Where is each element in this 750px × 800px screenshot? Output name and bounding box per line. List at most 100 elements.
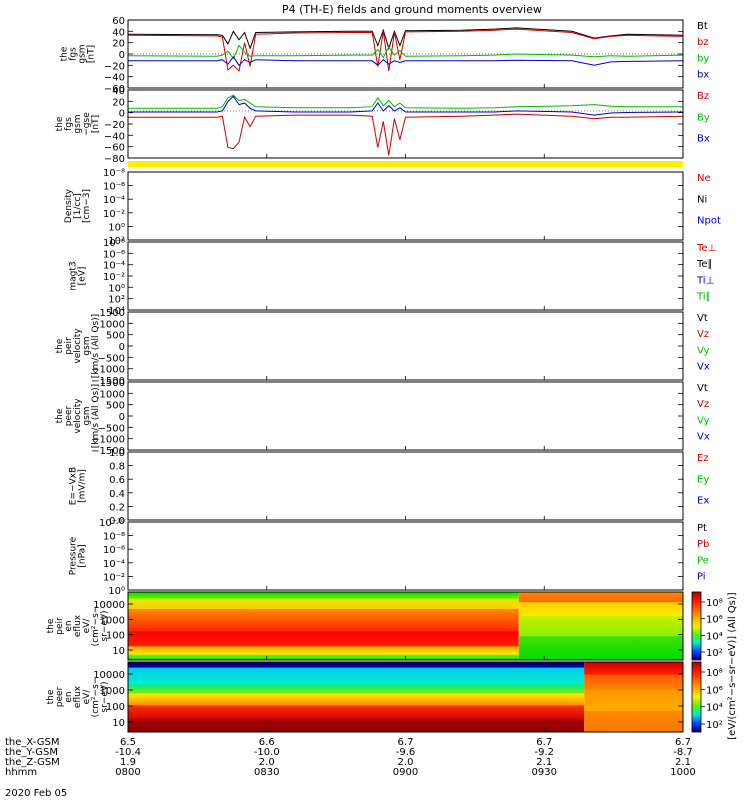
heatmap-band xyxy=(128,631,519,647)
y-tick-label: 100 xyxy=(106,631,125,642)
y-tick-label: 0 xyxy=(119,50,125,61)
y-tick-label: 0 xyxy=(119,109,125,120)
orbit-value: 1000 xyxy=(670,767,695,778)
y-axis-label: peer xyxy=(64,405,74,426)
y-axis-label: (cm²−s− xyxy=(91,606,101,647)
heatmap-band xyxy=(518,602,683,617)
legend-Ex: Ex xyxy=(697,496,709,507)
panel-frame xyxy=(127,381,684,451)
panel-density: 10⁻⁸ 10⁻⁶ 10⁻⁴ 10⁻² 10⁰ 10² Density [1/cc] [cm−3… xyxy=(64,168,721,247)
y-tick-label: 10⁻⁶ xyxy=(103,249,125,260)
series-line-By xyxy=(128,94,683,109)
panel-flag-bar xyxy=(128,161,683,167)
y-axis-label: [nT] xyxy=(91,115,101,133)
legend-bz: bz xyxy=(697,37,709,48)
y-tick-label: 1.0 xyxy=(109,448,125,459)
y-axis-label: −gse xyxy=(82,112,92,136)
y-tick-label: −20 xyxy=(104,61,125,72)
panel-frame xyxy=(127,311,684,381)
y-tick-label: 500 xyxy=(106,401,125,412)
y-axis-label: peer xyxy=(55,686,65,707)
legend-Ni: Ni xyxy=(697,194,707,205)
y-tick-label: −1000 xyxy=(91,365,125,376)
heatmap-band xyxy=(128,705,585,720)
y-tick-label: 20 xyxy=(112,97,125,108)
legend-Bz: Bz xyxy=(697,91,709,102)
heatmap-band xyxy=(128,684,585,694)
y-axis-label: en xyxy=(64,691,74,702)
y-axis-label: en xyxy=(64,620,74,631)
y-axis-label: the xyxy=(55,408,65,423)
y-tick-label: 60 xyxy=(112,16,125,27)
colorbar-tick-label: 10⁸ xyxy=(706,668,723,679)
legend-bx: bx xyxy=(697,70,709,81)
orbit-row-label: the_Y-GSM xyxy=(5,747,58,758)
y-axis-label: the xyxy=(55,116,65,131)
y-axis-label: the xyxy=(46,689,56,704)
orbit-axis-labels: the_X-GSM 6.5 6.6 6.7 6.7 6.7 the_Y-GSM -10.4 -1… xyxy=(5,737,696,778)
orbit-value: -9.2 xyxy=(534,747,554,758)
heatmap-band xyxy=(584,711,683,733)
legend-Vx: Vx xyxy=(697,362,710,373)
legend-Te∥: Te∥ xyxy=(696,259,713,270)
y-tick-label: 100 xyxy=(106,702,125,713)
colorbar-tick-label: 10⁶ xyxy=(706,685,723,696)
y-tick-label: 10⁻⁴ xyxy=(103,261,125,272)
y-tick-label: −40 xyxy=(104,73,125,84)
heatmap-band xyxy=(584,674,683,691)
y-tick-label: 10⁻² xyxy=(103,572,125,583)
y-tick-label: 10⁻⁶ xyxy=(103,182,125,193)
y-tick-label: −20 xyxy=(104,120,125,131)
legend-Vy: Vy xyxy=(697,345,710,356)
series-line-bx xyxy=(128,55,684,67)
y-tick-label: 1500 xyxy=(100,308,125,319)
y-axis-label: sr−eV) xyxy=(100,681,110,712)
y-tick-label: 10⁻⁴ xyxy=(103,195,125,206)
y-tick-label: 1000 xyxy=(100,319,125,330)
colorbar-tick-label: 10⁴ xyxy=(706,703,723,714)
orbit-value: -10.0 xyxy=(254,747,280,758)
orbit-value: 6.6 xyxy=(259,737,275,748)
y-axis-label: fgs xyxy=(64,117,74,131)
colorbar xyxy=(691,661,702,733)
y-tick-label: −40 xyxy=(104,131,125,142)
y-axis-label: magt3 xyxy=(69,261,79,290)
y-axis-label: gsm xyxy=(78,44,88,63)
series-line-by xyxy=(127,44,684,60)
colorbar xyxy=(691,591,702,661)
panel-peer-eflux: 10⁸ 10⁶ 10⁴ 10² 10000 1000 100 10 the peer en eflux… xyxy=(46,661,723,733)
legend-Npot: Npot xyxy=(697,216,721,227)
y-axis-label: the xyxy=(60,46,70,61)
y-tick-label: −1500 xyxy=(91,446,125,457)
heatmap-band xyxy=(128,667,585,685)
y-tick-label: 10⁻² xyxy=(103,209,125,220)
y-tick-label: 500 xyxy=(106,331,125,342)
orbit-value: -9.6 xyxy=(396,747,416,758)
orbit-value: 2.1 xyxy=(536,757,552,768)
legend-Ti∥: Ti∥ xyxy=(696,292,711,303)
y-axis-label: fgs xyxy=(69,47,79,61)
y-tick-label: 10⁻⁸ xyxy=(103,532,125,543)
y-tick-label: −60 xyxy=(104,143,125,154)
heatmap-band xyxy=(128,693,585,706)
y-tick-label: −60 xyxy=(104,84,125,95)
y-axis-label: the xyxy=(55,338,65,353)
y-tick-label: 0 xyxy=(119,412,125,423)
orbit-value: 6.5 xyxy=(120,737,136,748)
y-axis-label: eV/ xyxy=(82,618,92,634)
y-tick-label: 10 xyxy=(112,646,125,657)
y-tick-label: 40 xyxy=(112,86,125,97)
y-axis-label: [nT] xyxy=(87,45,97,63)
colorbar-tick-label: 10² xyxy=(706,648,723,659)
y-tick-label: −1000 xyxy=(91,435,125,446)
y-tick-label: 10 xyxy=(112,718,125,729)
legend-Vz: Vz xyxy=(697,329,709,340)
colorbar-tick-label: 10⁴ xyxy=(706,631,723,642)
orbit-value: 2.0 xyxy=(398,757,414,768)
y-tick-label: 0.8 xyxy=(109,462,125,473)
y-axis-label: peir xyxy=(64,337,74,355)
